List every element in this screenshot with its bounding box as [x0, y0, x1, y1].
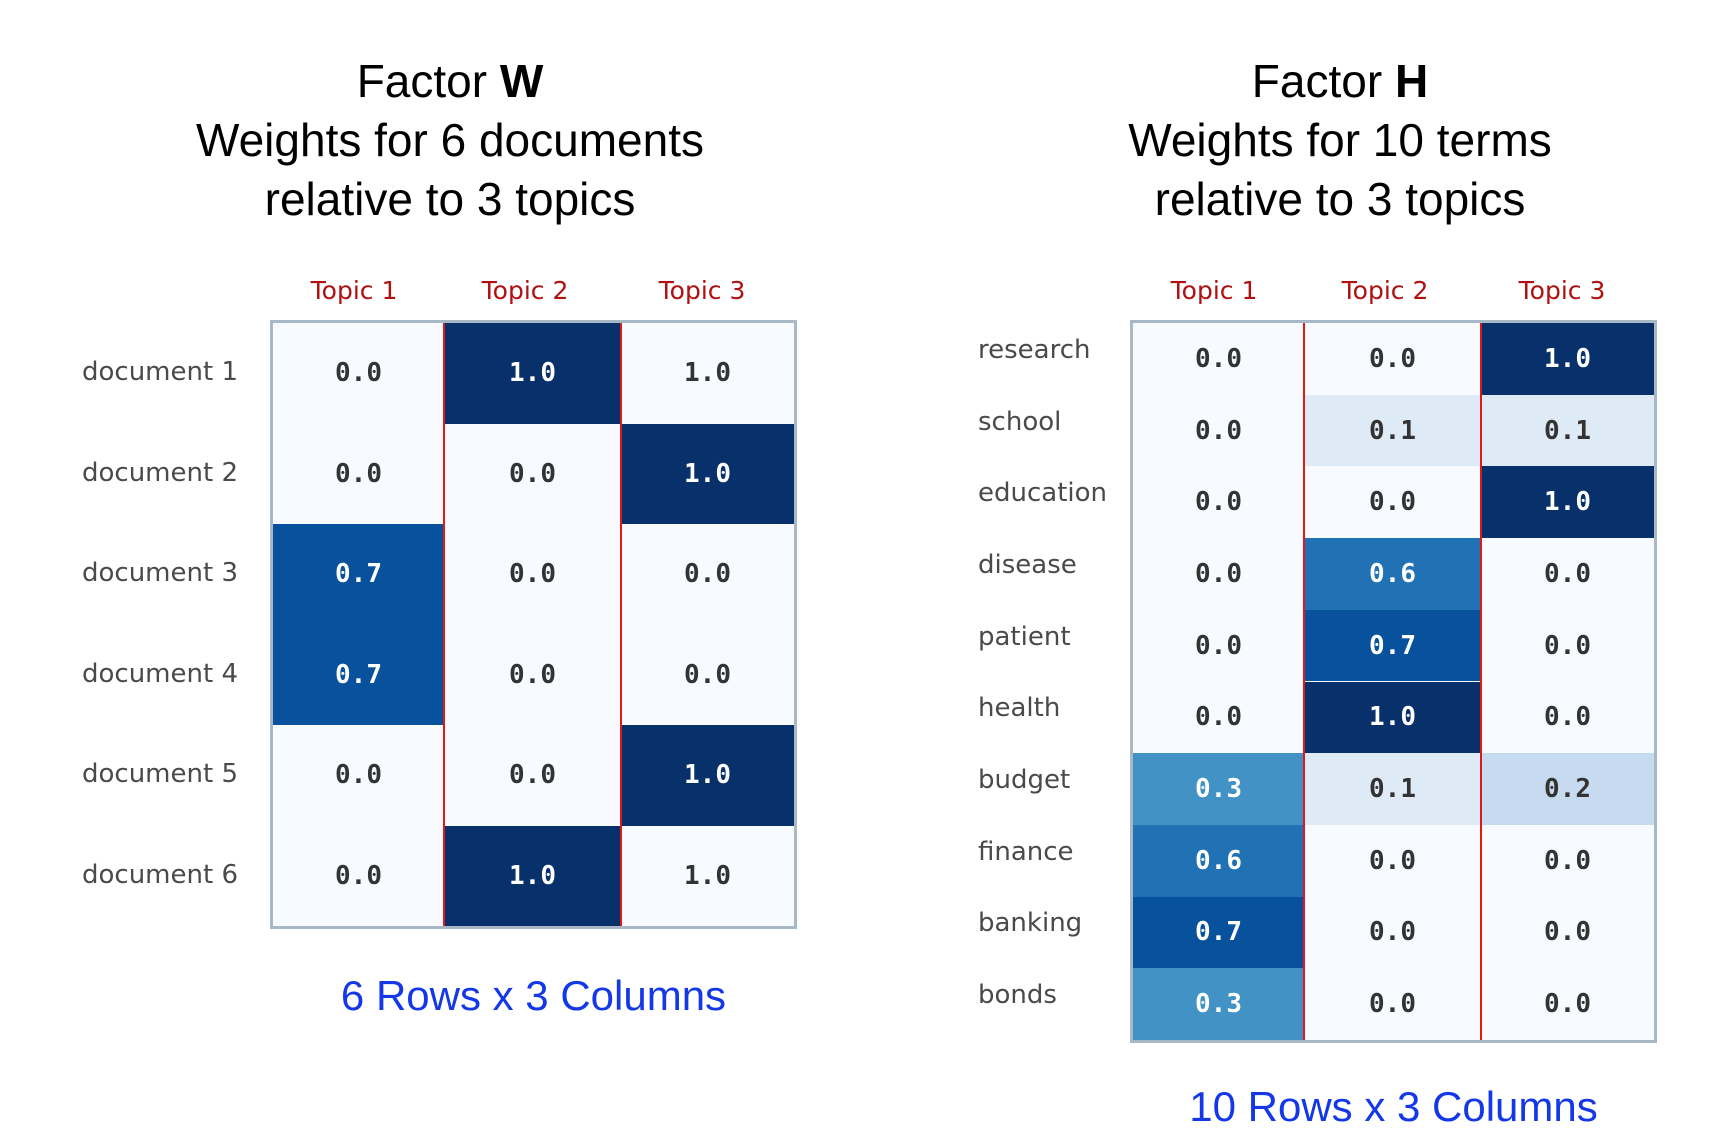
factor-h-cell-r7-c1: 0.3 [1133, 753, 1304, 825]
factor-w-cell-r2-c3: 1.0 [621, 423, 794, 524]
factor-h-cell-r3-c3: 1.0 [1481, 466, 1654, 539]
factor-h-row-label-8: finance [978, 836, 1074, 867]
factor-h-row-label-3: education [978, 478, 1108, 509]
factor-h-cell-r2-c1: 0.0 [1133, 394, 1304, 467]
factor-w-cell-r4-c2: 0.0 [444, 624, 621, 725]
factor-h-cell-r10-c3: 0.0 [1481, 968, 1654, 1040]
factor-w-cell-r2-c2: 0.0 [444, 423, 621, 524]
factor-w-title-line3: relative to 3 topics [264, 173, 636, 225]
factor-w-row-label-1: document 1 [82, 357, 238, 388]
factor-h-cell-r5-c3: 0.0 [1481, 609, 1654, 682]
factor-h-row-label-1: research [978, 334, 1091, 365]
factor-h-cell-r6-c3: 0.0 [1481, 681, 1654, 754]
factor-h-cell-r1-c2: 0.0 [1304, 323, 1481, 395]
factor-w-symbol: W [499, 55, 544, 107]
factor-w-cell-r2-c1: 0.0 [273, 423, 444, 524]
factor-h-row-label-10: bonds [978, 980, 1057, 1011]
factor-w-cell-r3-c3: 0.0 [621, 524, 794, 625]
factor-w-panel: Factor W Weights for 6 documents relativ… [70, 52, 830, 1019]
factor-w-dimensions: 6 Rows x 3 Columns [340, 972, 727, 1019]
factor-h-cell-r2-c3: 0.1 [1481, 394, 1654, 467]
factor-w-row-label-6: document 6 [82, 859, 238, 890]
factor-w-row-label-5: document 5 [82, 759, 238, 790]
factor-w-cell-r3-c2: 0.0 [444, 524, 621, 625]
factor-h-cell-r9-c2: 0.0 [1304, 896, 1481, 969]
factor-w-column-divider-2 [620, 323, 622, 926]
factor-h-row-label-6: health [978, 693, 1061, 724]
factor-h-col-header-3: Topic 3 [1518, 276, 1606, 305]
factor-w-cell-r1-c1: 0.0 [273, 323, 444, 424]
factor-w-title-line2: Weights for 6 documents [196, 114, 704, 166]
factor-w-cell-r6-c3: 1.0 [621, 825, 794, 926]
factor-h-cell-r7-c2: 0.1 [1304, 753, 1481, 825]
factor-h-cell-r8-c3: 0.0 [1481, 824, 1654, 897]
factor-w-title: Factor W Weights for 6 documents relativ… [70, 52, 830, 229]
factor-h-cell-r1-c3: 1.0 [1481, 323, 1654, 395]
factor-h-row-label-2: school [978, 406, 1062, 437]
factor-h-col-header-1: Topic 1 [1170, 276, 1258, 305]
factor-h-cell-r8-c1: 0.6 [1133, 824, 1304, 897]
factor-h-cell-r10-c2: 0.0 [1304, 968, 1481, 1040]
factor-w-cell-r5-c3: 1.0 [621, 725, 794, 826]
factor-w-title-line1: Factor W [356, 55, 544, 107]
factor-h-title-line2: Weights for 10 terms [1128, 114, 1552, 166]
factor-h-cell-r7-c3: 0.2 [1481, 753, 1654, 825]
factor-h-col-header-2: Topic 2 [1341, 276, 1429, 305]
factor-w-cell-r5-c1: 0.0 [273, 725, 444, 826]
factor-w-cell-r6-c2: 1.0 [444, 825, 621, 926]
factor-h-panel: Factor H Weights for 10 terms relative t… [860, 0, 1718, 1138]
factor-h-title-line1: Factor H [1251, 55, 1429, 107]
factor-h-cell-r5-c2: 0.7 [1304, 609, 1481, 682]
factor-h-dimensions: 10 Rows x 3 Columns [1189, 1083, 1598, 1130]
factor-h-cell-r2-c2: 0.1 [1304, 394, 1481, 467]
factor-w-col-header-2: Topic 2 [481, 276, 569, 305]
factor-w-cell-r4-c1: 0.7 [273, 624, 444, 725]
factor-h-cell-r8-c2: 0.0 [1304, 824, 1481, 897]
factor-h-matrix: 0.0 0.0 1.0 0.0 0.1 0.1 0.0 0.0 1.0 0.0 0.6 0.0 0.0 0… [1130, 320, 1657, 1043]
factor-w-cell-r3-c1: 0.7 [273, 524, 444, 625]
factor-h-row-label-4: disease [978, 549, 1077, 580]
factor-h-cell-r3-c1: 0.0 [1133, 466, 1304, 539]
factor-h-row-label-5: patient [978, 621, 1071, 652]
factor-h-cell-r1-c1: 0.0 [1133, 323, 1304, 395]
factor-h-cell-r4-c1: 0.0 [1133, 538, 1304, 610]
factor-h-column-divider-1 [1303, 323, 1305, 1040]
factor-h-symbol: H [1394, 55, 1429, 107]
factor-h-title-line3: relative to 3 topics [1154, 173, 1526, 225]
factor-w-row-label-3: document 3 [82, 558, 238, 589]
factor-h-title: Factor H Weights for 10 terms relative t… [960, 52, 1718, 229]
factor-w-cell-r4-c3: 0.0 [621, 624, 794, 725]
factor-w-row-label-2: document 2 [82, 457, 238, 488]
factor-w-cell-r6-c1: 0.0 [273, 825, 444, 926]
factor-h-row-label-7: budget [978, 765, 1071, 796]
factor-h-column-divider-2 [1480, 323, 1482, 1040]
factor-h-cell-r10-c1: 0.3 [1133, 968, 1304, 1040]
factor-w-column-divider-1 [443, 323, 445, 926]
factor-w-cell-r1-c2: 1.0 [444, 323, 621, 424]
factor-h-cell-r5-c1: 0.0 [1133, 609, 1304, 682]
factor-h-cell-r4-c2: 0.6 [1304, 538, 1481, 610]
factor-h-row-label-9: banking [978, 908, 1083, 939]
factor-w-cell-r1-c3: 1.0 [621, 323, 794, 424]
factor-h-cell-r6-c1: 0.0 [1133, 681, 1304, 754]
factor-w-col-header-3: Topic 3 [658, 276, 746, 305]
factor-h-cell-r4-c3: 0.0 [1481, 538, 1654, 610]
factor-w-matrix: 0.0 1.0 1.0 0.0 0.0 1.0 0.7 0.0 0.0 0.7 0.0 0.0 0.0 0… [270, 320, 797, 929]
factor-h-cell-r6-c2: 1.0 [1304, 681, 1481, 754]
factor-h-cell-r9-c1: 0.7 [1133, 896, 1304, 969]
factor-w-col-header-1: Topic 1 [310, 276, 398, 305]
factor-h-cell-r9-c3: 0.0 [1481, 896, 1654, 969]
factor-h-cell-r3-c2: 0.0 [1304, 466, 1481, 539]
factor-w-cell-r5-c2: 0.0 [444, 725, 621, 826]
factor-w-row-label-4: document 4 [82, 658, 238, 689]
